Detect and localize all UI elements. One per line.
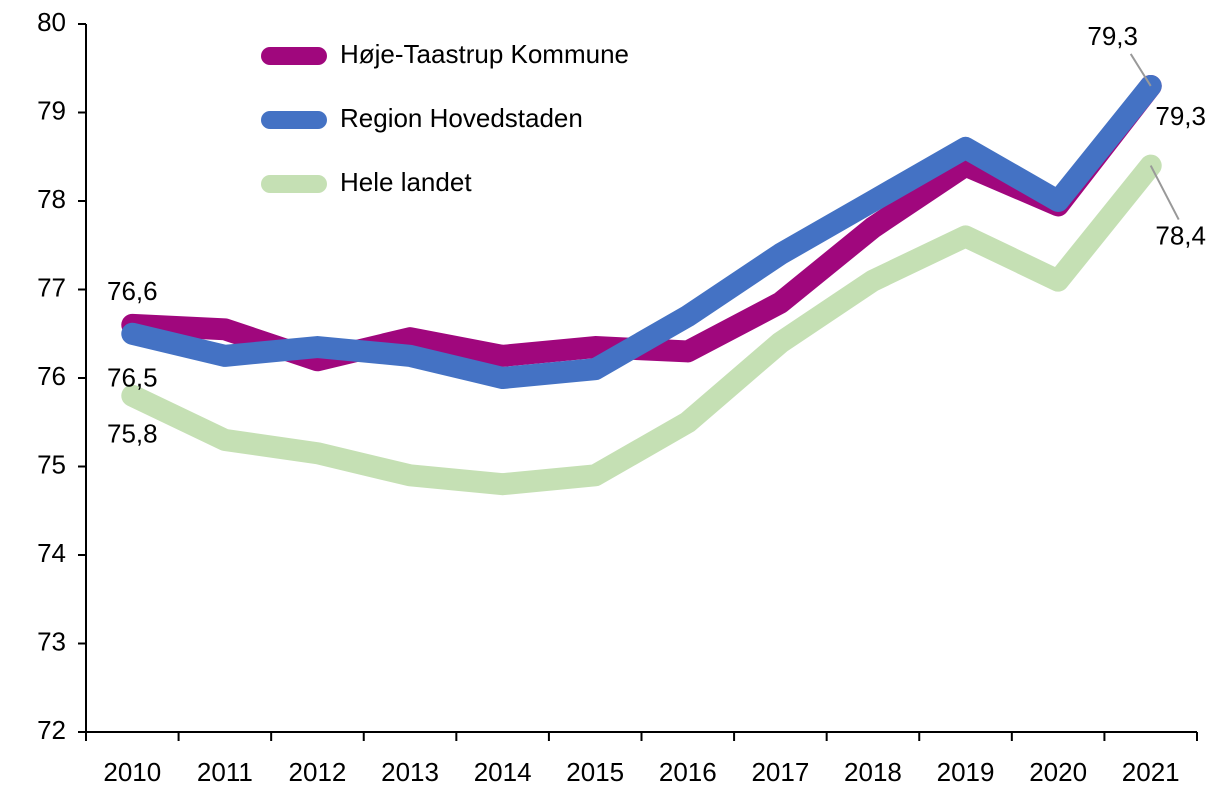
- data-label: 76,6: [107, 276, 158, 306]
- y-tick-label: 74: [37, 538, 66, 568]
- y-tick-label: 80: [37, 7, 66, 37]
- x-tick-label: 2015: [566, 757, 624, 786]
- label-leader: [1149, 165, 1180, 221]
- x-tick-label: 2013: [381, 757, 439, 786]
- x-tick-label: 2012: [289, 757, 347, 786]
- label-leader: [1129, 53, 1152, 87]
- legend-label: Hele landet: [340, 167, 472, 197]
- data-label: 79,3: [1155, 101, 1206, 131]
- data-label: 75,8: [107, 419, 158, 449]
- series-line: [121, 154, 1162, 496]
- legend-label: Region Hovedstaden: [340, 103, 583, 133]
- y-tick-label: 77: [37, 272, 66, 302]
- x-tick-label: 2021: [1122, 757, 1180, 786]
- x-tick-label: 2014: [474, 757, 532, 786]
- series-line: [121, 74, 1162, 389]
- x-tick-label: 2019: [937, 757, 995, 786]
- y-tick-label: 79: [37, 95, 66, 125]
- y-tick-label: 76: [37, 361, 66, 391]
- y-tick-label: 78: [37, 184, 66, 214]
- data-label: 79,3: [1087, 21, 1138, 51]
- x-tick-label: 2020: [1029, 757, 1087, 786]
- x-tick-label: 2017: [751, 757, 809, 786]
- y-tick-label: 72: [37, 715, 66, 745]
- x-tick-label: 2010: [103, 757, 161, 786]
- y-tick-label: 73: [37, 626, 66, 656]
- data-label: 78,4: [1155, 220, 1206, 250]
- x-tick-label: 2011: [197, 757, 253, 786]
- x-tick-label: 2018: [844, 757, 902, 786]
- data-label: 76,5: [107, 363, 158, 393]
- legend-label: Høje-Taastrup Kommune: [340, 39, 629, 69]
- y-tick-label: 75: [37, 449, 66, 479]
- x-tick-label: 2016: [659, 757, 717, 786]
